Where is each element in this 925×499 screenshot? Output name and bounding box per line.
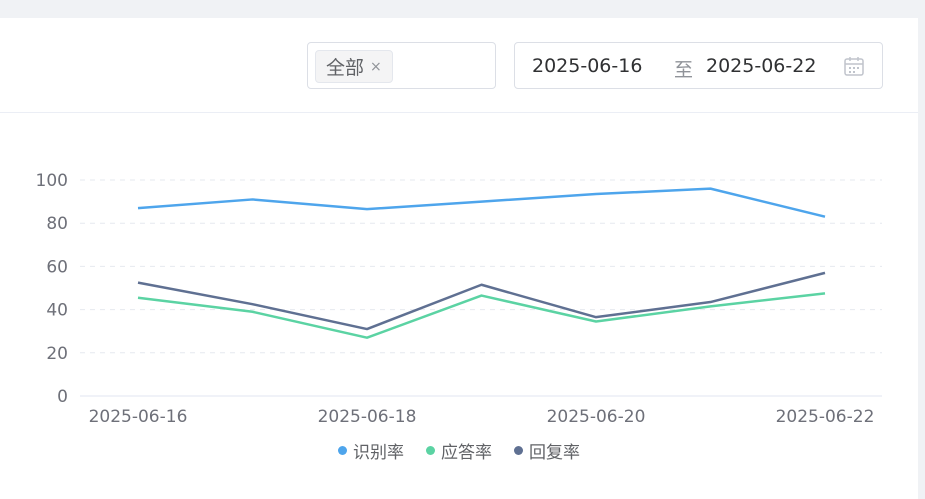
y-tick-label: 100 [36, 171, 68, 191]
selected-tag: 全部 × [315, 50, 393, 83]
legend-dot-icon [514, 445, 523, 455]
series-line-1 [137, 187, 826, 218]
x-tick-label: 2025-06-22 [776, 407, 875, 427]
series-line-2 [137, 292, 826, 339]
legend-item-2[interactable]: 应答率 [426, 438, 492, 463]
date-start-input[interactable]: 2025-06-16 [532, 55, 643, 77]
y-tick-label: 60 [46, 257, 68, 277]
y-tick-label: 0 [57, 387, 68, 407]
filter-toolbar: 全部 × 2025-06-16 至 2025-06-22 [0, 18, 918, 113]
date-end-input[interactable]: 2025-06-22 [706, 55, 817, 77]
line-chart: 0 20 40 60 80 100 2025-06-16 2025-06-18 2025-06-… [0, 113, 918, 499]
selected-tag-label: 全部 [326, 57, 365, 79]
y-tick-label: 40 [46, 301, 68, 321]
x-tick-label: 2025-06-16 [89, 407, 188, 427]
series-line-3 [137, 271, 826, 331]
chart-legend: 识别率 应答率 回复率 [0, 438, 918, 463]
calendar-icon[interactable] [843, 55, 865, 77]
y-tick-label: 80 [46, 214, 68, 234]
date-range-picker[interactable]: 2025-06-16 至 2025-06-22 [514, 42, 883, 89]
x-tick-label: 2025-06-18 [318, 407, 417, 427]
legend-label: 回复率 [529, 442, 580, 463]
legend-item-3[interactable]: 回复率 [514, 438, 580, 463]
tag-close-icon[interactable]: × [370, 58, 382, 75]
legend-item-1[interactable]: 识别率 [338, 438, 404, 463]
date-range-separator: 至 [674, 59, 694, 81]
legend-dot-icon [338, 445, 347, 455]
y-tick-label: 20 [46, 344, 68, 364]
scope-select[interactable]: 全部 × [307, 42, 496, 89]
x-tick-label: 2025-06-20 [547, 407, 646, 427]
legend-label: 应答率 [441, 442, 492, 463]
legend-dot-icon [426, 445, 435, 455]
line-chart-svg: 0 20 40 60 80 100 2025-06-16 2025-06-18 2025-06-… [36, 171, 882, 427]
legend-label: 识别率 [353, 442, 404, 463]
chart-card: 全部 × 2025-06-16 至 2025-06-22 0 20 40 60 80 10… [0, 18, 918, 499]
